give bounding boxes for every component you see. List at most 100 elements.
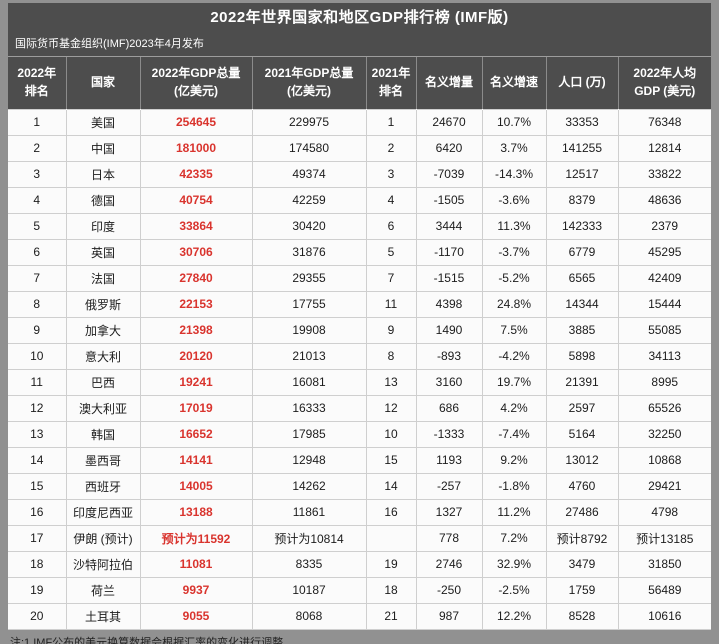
- rank-2022-cell: 1: [8, 108, 67, 136]
- table-row: 18 沙特阿拉伯 11081 8335 19 2746 32.9% 3479 31850: [8, 550, 711, 578]
- rank-2021-cell: 10: [365, 420, 417, 448]
- gdp-per-capita-cell: 预计13185: [617, 524, 711, 552]
- rank-2021-cell: 7: [365, 264, 417, 292]
- gdp-2021-cell: 174580: [251, 134, 367, 162]
- gdp-per-capita-cell: 12814: [617, 134, 711, 162]
- rank-2021-cell: 3: [365, 160, 417, 188]
- nominal-increase-cell: -1505: [415, 186, 483, 214]
- nominal-increase-cell: 2746: [415, 550, 483, 578]
- rank-2021-cell: 8: [365, 342, 417, 370]
- page-subtitle: 国际货币基金组织(IMF)2023年4月发布: [8, 32, 711, 57]
- population-cell: 8379: [545, 186, 619, 214]
- country-cell: 西班牙: [65, 472, 141, 500]
- country-cell: 加拿大: [65, 316, 141, 344]
- rank-2022-cell: 4: [8, 186, 67, 214]
- gdp-2021-cell: 229975: [251, 108, 367, 136]
- table-row: 4 德国 40754 42259 4 -1505 -3.6% 8379 48636: [8, 186, 711, 214]
- table-row: 16 印度尼西亚 13188 11861 16 1327 11.2% 27486 4798: [8, 498, 711, 526]
- rank-2022-cell: 5: [8, 212, 67, 240]
- gdp-2022-cell: 9055: [139, 602, 253, 630]
- population-cell: 3885: [545, 316, 619, 344]
- gdp-2021-cell: 19908: [251, 316, 367, 344]
- nominal-growth-cell: -2.5%: [481, 576, 547, 604]
- gdp-2021-cell: 17755: [251, 290, 367, 318]
- population-cell: 8528: [545, 602, 619, 630]
- country-cell: 日本: [65, 160, 141, 188]
- country-cell: 德国: [65, 186, 141, 214]
- gdp-2021-cell: 14262: [251, 472, 367, 500]
- header-population: 人口 (万): [546, 57, 619, 109]
- nominal-growth-cell: -3.6%: [481, 186, 547, 214]
- rank-2022-cell: 20: [8, 602, 67, 630]
- rank-2021-cell: 11: [365, 290, 417, 318]
- header-gdp-per-capita: 2022年人均 GDP (美元): [618, 57, 711, 109]
- rank-2021-cell: 4: [365, 186, 417, 214]
- gdp-2021-cell: 42259: [251, 186, 367, 214]
- country-cell: 土耳其: [65, 602, 141, 630]
- nominal-growth-cell: 9.2%: [481, 446, 547, 474]
- rank-2021-cell: 13: [365, 368, 417, 396]
- table-row: 19 荷兰 9937 10187 18 -250 -2.5% 1759 56489: [8, 576, 711, 604]
- table-row: 7 法国 27840 29355 7 -1515 -5.2% 6565 42409: [8, 264, 711, 292]
- nominal-growth-cell: 4.2%: [481, 394, 547, 422]
- nominal-increase-cell: -257: [415, 472, 483, 500]
- table-row: 17 伊朗 (预计) 预计为11592 预计为10814 778 7.2% 预计8792 预计…: [8, 524, 711, 552]
- table-row: 2 中国 181000 174580 2 6420 3.7% 141255 12814: [8, 134, 711, 162]
- rank-2022-cell: 6: [8, 238, 67, 266]
- table-row: 5 印度 33864 30420 6 3444 11.3% 142333 2379: [8, 212, 711, 240]
- gdp-per-capita-cell: 10616: [617, 602, 711, 630]
- table-row: 11 巴西 19241 16081 13 3160 19.7% 21391 8995: [8, 368, 711, 396]
- country-cell: 中国: [65, 134, 141, 162]
- rank-2021-cell: 14: [365, 472, 417, 500]
- nominal-growth-cell: 32.9%: [481, 550, 547, 578]
- nominal-growth-cell: 11.2%: [481, 498, 547, 526]
- nominal-growth-cell: -7.4%: [481, 420, 547, 448]
- table-row: 14 墨西哥 14141 12948 15 1193 9.2% 13012 10868: [8, 446, 711, 474]
- gdp-per-capita-cell: 2379: [617, 212, 711, 240]
- gdp-2022-cell: 33864: [139, 212, 253, 240]
- population-cell: 6565: [545, 264, 619, 292]
- rank-2022-cell: 18: [8, 550, 67, 578]
- gdp-2021-cell: 10187: [251, 576, 367, 604]
- rank-2021-cell: 15: [365, 446, 417, 474]
- table-row: 3 日本 42335 49374 3 -7039 -14.3% 12517 33822: [8, 160, 711, 188]
- gdp-per-capita-cell: 32250: [617, 420, 711, 448]
- rank-2022-cell: 7: [8, 264, 67, 292]
- country-cell: 韩国: [65, 420, 141, 448]
- gdp-per-capita-cell: 15444: [617, 290, 711, 318]
- header-rank-2022: 2022年 排名: [8, 57, 67, 109]
- gdp-2022-cell: 42335: [139, 160, 253, 188]
- table-body: 1 美国 254645 229975 1 24670 10.7% 33353 76348 2 中国 1…: [8, 108, 711, 630]
- gdp-2022-cell: 30706: [139, 238, 253, 266]
- country-cell: 英国: [65, 238, 141, 266]
- gdp-per-capita-cell: 42409: [617, 264, 711, 292]
- gdp-per-capita-cell: 76348: [617, 108, 711, 136]
- table-row: 6 英国 30706 31876 5 -1170 -3.7% 6779 45295: [8, 238, 711, 266]
- gdp-2022-cell: 11081: [139, 550, 253, 578]
- nominal-increase-cell: 4398: [415, 290, 483, 318]
- gdp-2021-cell: 17985: [251, 420, 367, 448]
- rank-2022-cell: 8: [8, 290, 67, 318]
- nominal-increase-cell: -1515: [415, 264, 483, 292]
- population-cell: 12517: [545, 160, 619, 188]
- nominal-growth-cell: 24.8%: [481, 290, 547, 318]
- rank-2022-cell: 11: [8, 368, 67, 396]
- rank-2021-cell: [365, 524, 417, 552]
- population-cell: 21391: [545, 368, 619, 396]
- gdp-2021-cell: 30420: [251, 212, 367, 240]
- nominal-growth-cell: 19.7%: [481, 368, 547, 396]
- nominal-increase-cell: 778: [415, 524, 483, 552]
- gdp-2021-cell: 12948: [251, 446, 367, 474]
- rank-2021-cell: 16: [365, 498, 417, 526]
- header-country: 国家: [66, 57, 141, 109]
- gdp-per-capita-cell: 8995: [617, 368, 711, 396]
- table-row: 13 韩国 16652 17985 10 -1333 -7.4% 5164 32250: [8, 420, 711, 448]
- country-cell: 巴西: [65, 368, 141, 396]
- population-cell: 14344: [545, 290, 619, 318]
- gdp-per-capita-cell: 4798: [617, 498, 711, 526]
- gdp-per-capita-cell: 10868: [617, 446, 711, 474]
- gdp-2022-cell: 9937: [139, 576, 253, 604]
- gdp-2022-cell: 13188: [139, 498, 253, 526]
- nominal-growth-cell: 3.7%: [481, 134, 547, 162]
